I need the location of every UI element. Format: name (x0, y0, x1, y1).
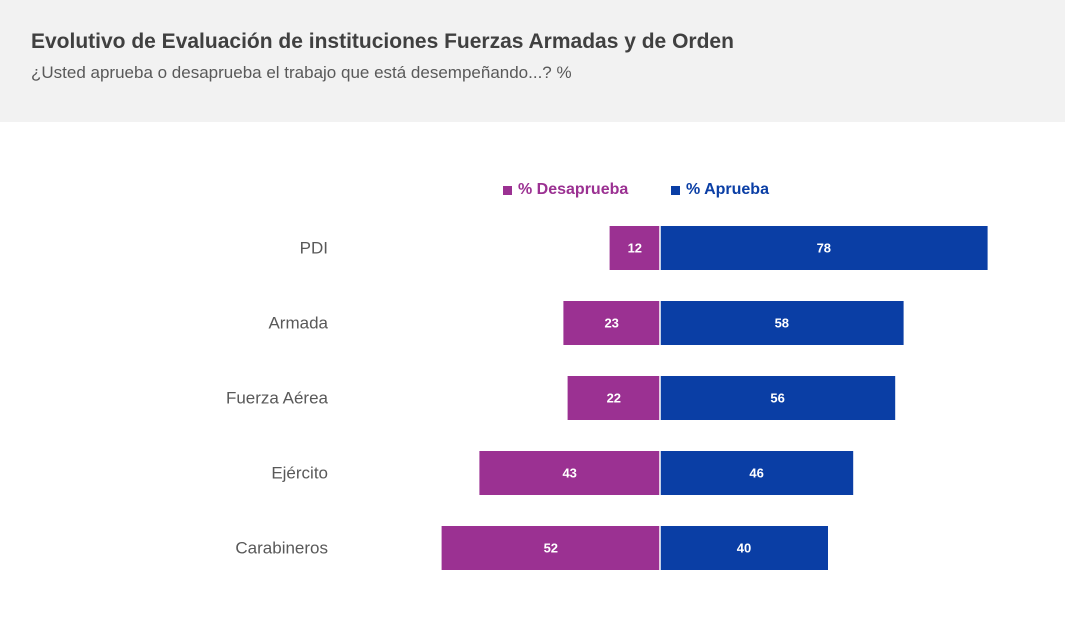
value-label-aprueba-fuerza-aerea: 56 (770, 391, 784, 406)
value-label-desaprueba-armada: 23 (604, 316, 618, 331)
category-label-pdi: PDI (300, 239, 328, 258)
value-label-aprueba-ejercito: 46 (749, 466, 763, 481)
bar-desaprueba-armada (563, 301, 660, 345)
value-label-aprueba-carabineros: 40 (737, 541, 751, 556)
category-label-ejercito: Ejército (271, 464, 328, 483)
legend-item-aprueba: % Aprueba (671, 181, 769, 199)
bar-aprueba-fuerza-aerea (660, 376, 896, 420)
bar-desaprueba-ejercito (479, 451, 660, 495)
value-label-desaprueba-carabineros: 52 (544, 541, 558, 556)
bar-aprueba-ejercito (660, 451, 854, 495)
legend-label-desaprueba: % Desaprueba (518, 181, 629, 198)
bar-desaprueba-pdi (609, 226, 660, 270)
value-label-aprueba-armada: 58 (775, 316, 789, 331)
legend-swatch-aprueba (671, 185, 680, 195)
value-label-desaprueba-pdi: 12 (628, 241, 642, 256)
header-panel: Evolutivo de Evaluación de instituciones… (0, 0, 1065, 122)
value-label-desaprueba-fuerza-aerea: 22 (607, 391, 621, 406)
chart-legend: % Desaprueba % Aprueba (0, 181, 1065, 203)
category-label-fuerza-aerea: Fuerza Aérea (226, 389, 329, 408)
legend-swatch-desaprueba (503, 185, 512, 195)
chart-subtitle: ¿Usted aprueba o desaprueba el trabajo q… (31, 63, 572, 82)
value-label-desaprueba-ejercito: 43 (562, 466, 576, 481)
chart-title: Evolutivo de Evaluación de instituciones… (31, 30, 734, 53)
bar-aprueba-pdi (660, 226, 988, 270)
bar-desaprueba-fuerza-aerea (567, 376, 660, 420)
category-label-armada: Armada (268, 314, 328, 333)
category-label-carabineros: Carabineros (235, 539, 328, 558)
bar-aprueba-carabineros (660, 526, 828, 570)
legend-label-aprueba: % Aprueba (686, 181, 769, 198)
value-label-aprueba-pdi: 78 (817, 241, 831, 256)
legend-item-desaprueba: % Desaprueba (503, 181, 628, 199)
bar-aprueba-armada (660, 301, 904, 345)
bar-desaprueba-carabineros (441, 526, 660, 570)
